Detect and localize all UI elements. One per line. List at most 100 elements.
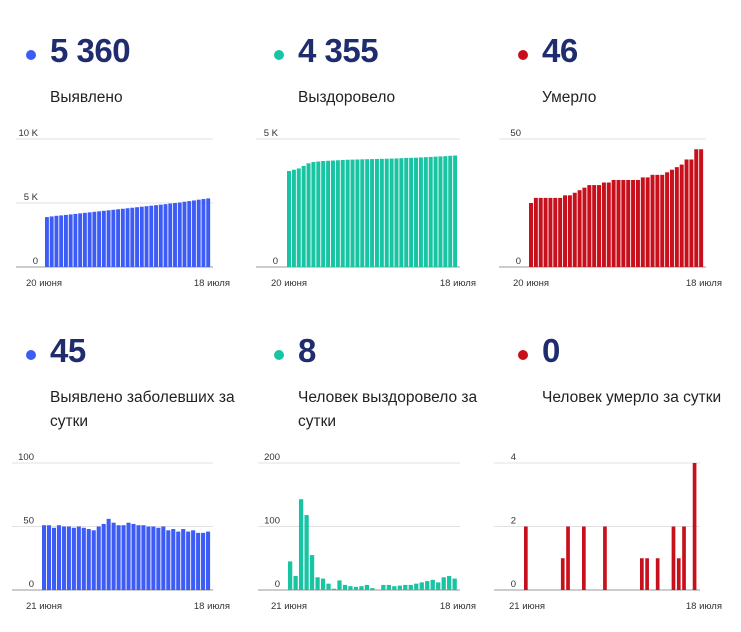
bar xyxy=(438,156,443,267)
bar xyxy=(81,527,86,590)
panel-recovered-daily: 8 Человек выздоровело за сутки xyxy=(272,332,502,632)
bar xyxy=(340,159,345,267)
bar xyxy=(597,185,602,267)
bar xyxy=(348,586,353,590)
bar xyxy=(139,206,144,267)
bar xyxy=(572,192,577,267)
bar xyxy=(601,182,606,267)
bar xyxy=(146,526,151,590)
bar xyxy=(321,161,326,267)
y-tick-label: 0 xyxy=(273,256,278,267)
bar xyxy=(306,163,311,267)
bar xyxy=(326,583,331,590)
bar xyxy=(676,558,681,590)
bar xyxy=(433,156,438,267)
x-tick-label: 18 июля xyxy=(440,278,476,289)
bar xyxy=(364,584,370,590)
bar xyxy=(125,208,130,267)
panel-confirmed-daily: 45 Выявлено заболевших за сутки xyxy=(24,332,254,632)
bar xyxy=(182,201,187,267)
bar xyxy=(692,463,697,590)
bar xyxy=(71,527,76,590)
bar xyxy=(548,197,553,267)
total-value: 0 xyxy=(542,332,560,369)
legend-dot xyxy=(26,50,36,60)
legend-dot xyxy=(274,50,284,60)
bar xyxy=(345,159,350,267)
bar xyxy=(355,159,360,267)
bar xyxy=(61,526,66,590)
bar xyxy=(394,158,399,267)
bar xyxy=(414,583,419,590)
bar xyxy=(92,211,97,267)
bar xyxy=(298,499,304,590)
bar xyxy=(293,576,298,590)
bar xyxy=(331,588,337,590)
bar xyxy=(192,200,196,267)
bar xyxy=(68,214,73,267)
bar xyxy=(82,212,87,267)
bar xyxy=(448,155,453,267)
bar xyxy=(320,578,326,590)
bar xyxy=(158,204,163,267)
bar xyxy=(582,526,586,590)
bar xyxy=(392,586,397,590)
bar xyxy=(106,210,111,267)
y-tick-label: 0 xyxy=(511,579,516,590)
bar xyxy=(616,179,621,267)
bar xyxy=(414,157,419,267)
bar xyxy=(428,156,433,267)
bar xyxy=(350,159,355,267)
bar xyxy=(191,530,196,590)
bar xyxy=(655,174,660,267)
bar xyxy=(141,525,146,590)
bar xyxy=(46,525,52,590)
bar xyxy=(51,527,57,590)
bar xyxy=(453,155,458,267)
y-tick-label: 0 xyxy=(33,256,38,267)
bar xyxy=(409,157,414,267)
bar xyxy=(87,212,92,267)
bar xyxy=(699,149,704,267)
panel-deaths: 46 Умерло xyxy=(516,32,741,332)
bar xyxy=(135,207,140,267)
bar xyxy=(403,584,408,590)
y-tick-label: 100 xyxy=(18,452,34,463)
bar xyxy=(78,213,83,267)
y-tick-label: 50 xyxy=(23,516,34,527)
bar xyxy=(645,558,649,590)
bar xyxy=(669,169,674,267)
bar xyxy=(316,161,321,267)
bar xyxy=(441,577,446,590)
total-value: 4 355 xyxy=(298,32,379,69)
bar xyxy=(543,197,548,267)
bar xyxy=(106,518,111,590)
bar xyxy=(342,584,348,590)
legend-dot xyxy=(274,350,284,360)
bar xyxy=(558,197,563,267)
legend-dot xyxy=(518,350,528,360)
x-tick-label: 18 июля xyxy=(440,601,476,612)
bar xyxy=(111,522,116,590)
metric-label: Выявлено заболевших за сутки xyxy=(50,389,235,430)
x-tick-label: 21 июня xyxy=(26,601,62,612)
x-tick-label: 18 июля xyxy=(194,601,230,612)
bar xyxy=(665,172,670,267)
bar xyxy=(452,578,457,590)
bar xyxy=(181,529,186,590)
bar xyxy=(120,208,125,267)
bar xyxy=(592,185,597,267)
total-value: 8 xyxy=(298,332,316,369)
x-tick-label: 18 июля xyxy=(194,278,230,289)
metric-label: Человек умерло за сутки xyxy=(542,389,722,406)
bar xyxy=(379,158,384,267)
bar xyxy=(163,204,168,267)
bar xyxy=(611,179,616,267)
x-tick-label: 21 июня xyxy=(271,601,307,612)
bar xyxy=(201,532,206,590)
metric-label: Человек выздоровело за сутки xyxy=(298,389,478,430)
bar xyxy=(404,157,409,267)
y-tick-label: 5 K xyxy=(264,128,279,139)
bar xyxy=(436,582,441,590)
bar xyxy=(553,197,558,267)
